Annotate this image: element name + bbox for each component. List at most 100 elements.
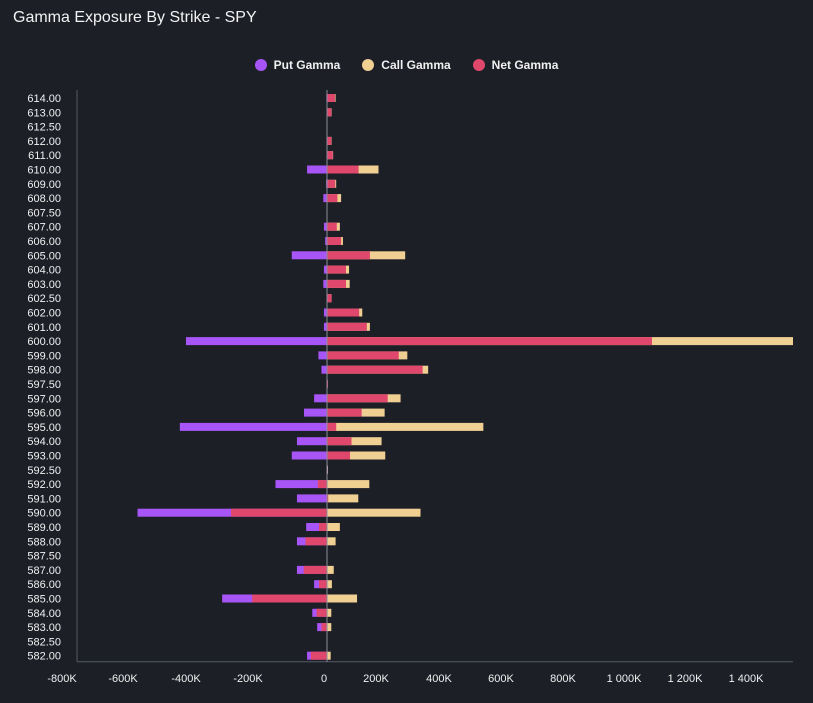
- net-gamma-bar: [321, 623, 327, 632]
- net-gamma-swatch-icon: [472, 59, 485, 71]
- y-tick-label: 582.50: [27, 636, 61, 648]
- x-tick-label: 1 400K: [729, 673, 765, 685]
- y-tick-label: 605.00: [27, 250, 61, 262]
- call-gamma-bar: [327, 422, 484, 431]
- net-gamma-bar: [327, 165, 359, 174]
- y-tick-label: 590.00: [27, 508, 61, 520]
- call-gamma-bar: [327, 480, 370, 489]
- y-tick-label: 597.50: [27, 379, 61, 391]
- put-gamma-bar: [323, 322, 327, 331]
- y-tick-label: 598.00: [27, 365, 61, 377]
- y-tick-label: 603.00: [27, 279, 61, 291]
- net-gamma-bar: [316, 608, 327, 617]
- net-gamma-bar: [327, 494, 329, 503]
- net-gamma-bar: [327, 422, 337, 431]
- net-gamma-bar: [327, 237, 342, 245]
- put-gamma-bar: [318, 351, 327, 360]
- y-tick-label: 596.00: [27, 408, 61, 420]
- put-gamma-bar: [296, 494, 327, 503]
- net-gamma-bar: [231, 508, 327, 517]
- legend-item-call-gamma[interactable]: Call Gamma: [362, 58, 451, 72]
- x-tick-label: 400K: [426, 673, 452, 685]
- y-tick-label: 599.00: [27, 350, 61, 362]
- net-gamma-bar: [327, 337, 652, 346]
- y-tick-label: 613.00: [27, 107, 61, 119]
- net-gamma-bar: [327, 251, 370, 260]
- y-tick-label: 614.00: [27, 93, 61, 105]
- chart-title: Gamma Exposure By Strike - SPY: [13, 9, 257, 26]
- call-gamma-swatch-icon: [362, 59, 375, 71]
- call-gamma-bar: [327, 651, 331, 660]
- legend-item-put-gamma[interactable]: Put Gamma: [254, 58, 340, 72]
- put-gamma-bar: [323, 279, 327, 288]
- net-gamma-bar: [327, 408, 362, 417]
- net-gamma-bar: [319, 580, 327, 589]
- net-gamma-bar: [327, 151, 333, 160]
- net-gamma-bar: [327, 136, 332, 145]
- net-gamma-bar: [310, 651, 327, 660]
- net-gamma-bar: [252, 594, 327, 603]
- net-gamma-bar: [327, 294, 332, 303]
- put-gamma-bar: [296, 437, 327, 446]
- put-gamma-bar: [304, 408, 327, 417]
- net-gamma-bar: [327, 222, 337, 231]
- x-tick-label: -400K: [171, 673, 201, 685]
- y-tick-label: 612.50: [27, 122, 61, 134]
- put-gamma-bar: [323, 308, 327, 317]
- put-gamma-bar: [275, 480, 327, 489]
- put-gamma-swatch-icon: [254, 59, 267, 71]
- x-tick-label: 600K: [488, 673, 514, 685]
- y-tick-label: 597.00: [27, 393, 61, 405]
- y-tick-label: 602.00: [27, 308, 61, 320]
- put-gamma-bar: [323, 194, 327, 203]
- y-tick-label: 584.00: [27, 608, 61, 620]
- net-gamma-bar: [305, 537, 327, 546]
- y-tick-label: 592.50: [27, 465, 61, 477]
- put-gamma-bar: [321, 365, 327, 374]
- y-tick-label: 609.00: [27, 179, 61, 191]
- put-gamma-bar: [185, 337, 327, 346]
- y-tick-label: 607.00: [27, 222, 61, 234]
- y-tick-label: 587.00: [27, 565, 61, 577]
- y-tick-label: 600.00: [27, 336, 61, 348]
- y-tick-label: 586.00: [27, 579, 61, 591]
- call-gamma-bar: [327, 437, 382, 446]
- call-gamma-bar: [327, 523, 340, 531]
- y-tick-label: 594.00: [27, 436, 61, 448]
- y-tick-label: 582.00: [27, 651, 61, 663]
- put-gamma-bar: [323, 265, 327, 274]
- net-gamma-bar: [327, 179, 336, 188]
- legend-label-call-gamma: Call Gamma: [381, 58, 451, 72]
- legend-item-net-gamma[interactable]: Net Gamma: [472, 58, 558, 72]
- y-tick-label: 583.00: [27, 622, 61, 634]
- axes-layer: [76, 90, 793, 663]
- net-gamma-bar: [327, 394, 388, 403]
- x-tick-label: 1 200K: [668, 673, 704, 685]
- net-gamma-bar: [327, 351, 399, 360]
- x-tick-label: 800K: [550, 673, 576, 685]
- put-gamma-bar: [323, 222, 327, 231]
- y-tick-label: 589.00: [27, 522, 61, 534]
- put-gamma-bar: [325, 237, 327, 245]
- x-tick-label: 0: [321, 673, 327, 685]
- put-gamma-bar: [291, 251, 327, 260]
- call-gamma-bar: [327, 494, 359, 503]
- net-gamma-bar: [327, 437, 352, 446]
- y-tick-label: 604.00: [27, 265, 61, 277]
- y-tick-label: 611.00: [28, 150, 61, 162]
- call-gamma-bar: [327, 508, 421, 517]
- call-gamma-bar: [327, 537, 336, 546]
- y-tick-label: 588.00: [27, 536, 61, 548]
- y-tick-label: 606.00: [27, 236, 61, 248]
- put-gamma-bar: [291, 451, 327, 460]
- call-gamma-bar: [327, 623, 332, 632]
- net-gamma-bar: [303, 565, 327, 574]
- net-gamma-bar: [327, 365, 423, 374]
- net-gamma-bar: [327, 194, 338, 203]
- chart-legend: Put Gamma Call Gamma Net Gamma: [0, 58, 813, 72]
- y-tick-label: 607.50: [27, 207, 61, 219]
- y-tick-label: 608.00: [27, 193, 61, 205]
- net-gamma-bar: [327, 265, 347, 274]
- x-tick-label: 200K: [363, 673, 389, 685]
- y-tick-label: 595.00: [27, 422, 61, 434]
